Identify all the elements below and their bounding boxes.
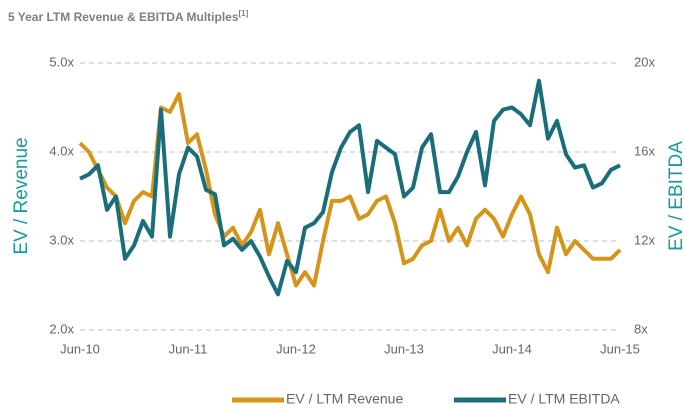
y2-tick-label: 16x (634, 143, 655, 158)
x-tick-label: Jun-14 (492, 341, 532, 356)
legend-label: EV / LTM Revenue (286, 391, 403, 407)
y2-tick-label: 8x (634, 321, 648, 336)
x-tick-label: Jun-13 (384, 341, 424, 356)
y-axis-label: EV / Revenue (11, 137, 32, 254)
x-tick-label: Jun-10 (60, 341, 100, 356)
series-line (79, 78, 621, 297)
y-tick-label: 3.0x (49, 232, 74, 247)
y2-tick-label: 12x (634, 232, 655, 247)
x-tick-label: Jun-15 (600, 341, 640, 356)
x-tick-label: Jun-11 (169, 341, 208, 356)
legend-label: EV / LTM EBITDA (508, 391, 620, 407)
series-line (78, 92, 622, 288)
x-tick-label: Jun-12 (276, 341, 316, 356)
y2-axis-label: EV / EBITDA (666, 141, 685, 251)
y-tick-label: 2.0x (49, 321, 74, 336)
y-tick-label: 5.0x (49, 54, 74, 69)
chart-title: 5 Year LTM Revenue & EBITDA Multiples[1] (8, 9, 249, 24)
y2-tick-label: 20x (634, 54, 655, 69)
y-tick-label: 4.0x (49, 143, 74, 158)
